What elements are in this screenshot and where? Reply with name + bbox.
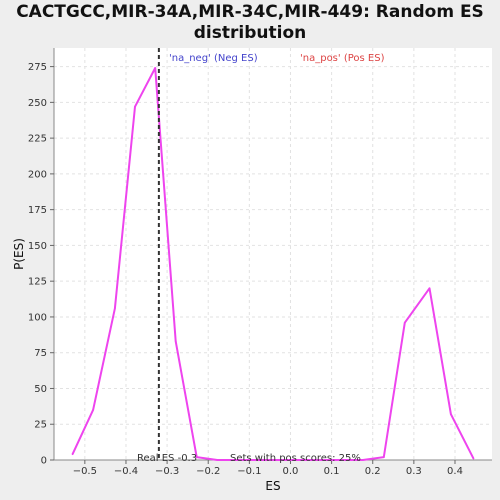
chart-title-line-2: distribution: [193, 23, 307, 43]
data-point: [320, 459, 323, 461]
y-tick-label: 125: [28, 277, 47, 288]
y-tick-label: 75: [34, 348, 47, 359]
data-point: [299, 459, 302, 461]
data-point: [134, 105, 136, 108]
data-point: [258, 459, 260, 461]
chart-title: CACTGCC,MIR-34A,MIR-34C,MIR-449: Random …: [0, 2, 500, 44]
x-axis-title: ES: [265, 479, 280, 493]
data-point: [472, 457, 475, 460]
x-tick-label: −0.3: [155, 466, 179, 477]
y-tick-label: 150: [28, 241, 47, 252]
y-tick-label: 250: [28, 98, 47, 109]
x-tick-label: −0.1: [237, 466, 261, 477]
data-point: [362, 459, 364, 461]
data-point: [195, 456, 198, 458]
data-point: [71, 453, 74, 456]
data-point: [383, 456, 385, 458]
data-point: [404, 321, 406, 324]
real-es-annotation: Real ES -0.3: [137, 453, 197, 464]
x-tick-label: 0.0: [283, 466, 299, 477]
data-point: [278, 459, 281, 461]
data-point: [174, 340, 177, 343]
y-tick-label: 100: [28, 312, 47, 323]
y-tick-label: 0: [41, 456, 47, 467]
legend-entry-pos: 'na_pos' (Pos ES): [300, 53, 385, 64]
x-tick-label: 0.4: [447, 466, 463, 477]
chart-title-line-1: CACTGCC,MIR-34A,MIR-34C,MIR-449: Random …: [16, 2, 484, 22]
data-point: [114, 307, 116, 310]
data-point: [341, 459, 344, 461]
data-point: [92, 409, 94, 411]
x-tick-label: −0.5: [73, 466, 97, 477]
x-tick-label: 0.2: [365, 466, 381, 477]
x-tick-label: 0.3: [406, 466, 422, 477]
y-tick-label: 225: [28, 134, 47, 145]
legend-entry-neg: 'na_neg' (Neg ES): [169, 53, 258, 64]
x-tick-label: −0.2: [196, 466, 220, 477]
plot-area: [54, 48, 492, 460]
x-tick-label: −0.4: [114, 466, 138, 477]
y-tick-label: 50: [34, 384, 47, 395]
data-point: [428, 287, 431, 290]
data-point: [216, 459, 219, 461]
y-axis-title: P(ES): [12, 238, 26, 270]
y-tick-label: 200: [28, 169, 47, 180]
series-line: [71, 67, 475, 461]
x-tick-label: 0.1: [324, 466, 340, 477]
data-point: [450, 413, 452, 416]
y-tick-label: 275: [28, 62, 47, 73]
data-point: [237, 459, 239, 461]
y-tick-label: 25: [34, 420, 47, 431]
y-tick-label: 175: [28, 205, 47, 216]
pos-scores-annotation: Sets with pos scores: 25%: [230, 453, 361, 464]
data-point: [154, 67, 156, 69]
